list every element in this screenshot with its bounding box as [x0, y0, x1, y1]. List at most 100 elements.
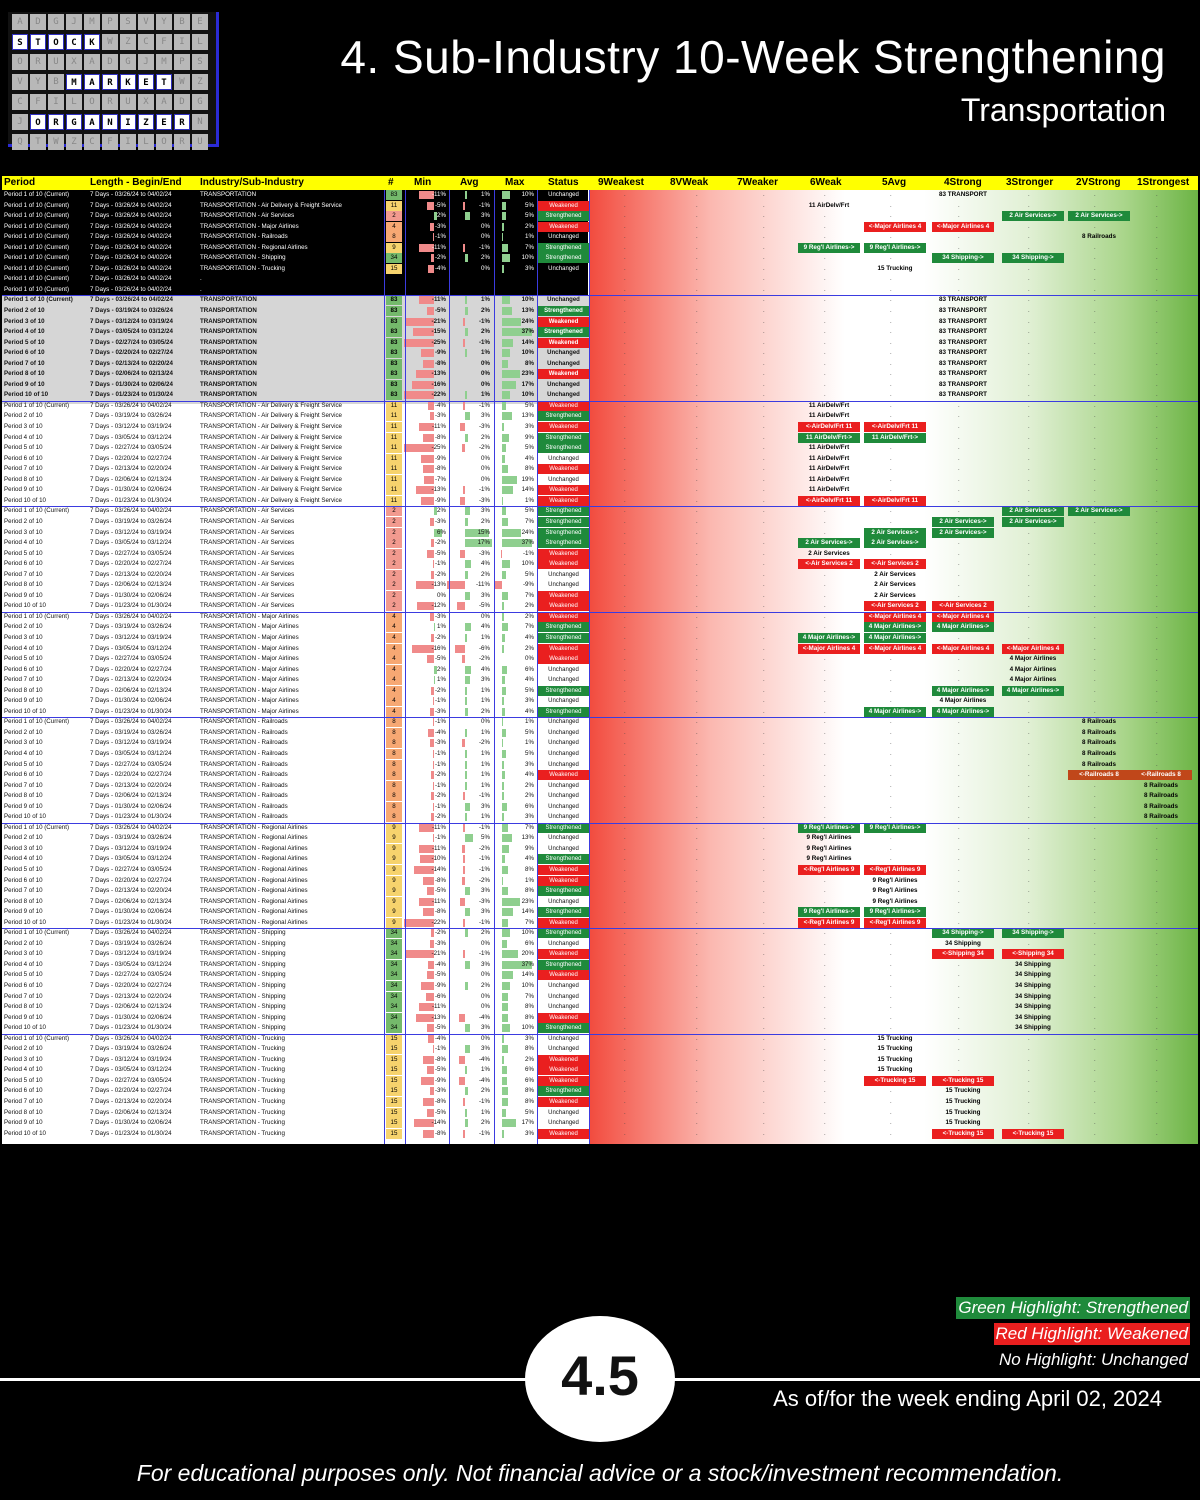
empty-level-dot: . [696, 571, 698, 578]
empty-level-dot: . [890, 845, 892, 852]
industry-cell: TRANSPORTATION [200, 349, 257, 357]
industry-cell: TRANSPORTATION [200, 296, 257, 304]
empty-level-dot: . [763, 845, 765, 852]
max-value: 6% [525, 1076, 534, 1084]
table-row: Period 8 of 10 7 Days - 02/06/24 to 02/13… [2, 369, 1198, 380]
status-cell: Weakened [538, 548, 589, 559]
empty-level-dot: . [958, 1014, 960, 1021]
min-value: -11% [432, 243, 446, 251]
empty-level-dot: . [763, 561, 765, 568]
empty-level-dot: . [763, 508, 765, 515]
empty-level-dot: . [696, 1130, 698, 1137]
empty-level-dot: . [1094, 424, 1096, 431]
empty-level-dot: . [624, 624, 626, 631]
empty-level-dot: . [624, 571, 626, 578]
level-label: 2 Air Services-> [1002, 211, 1064, 222]
empty-level-dot: . [1156, 308, 1158, 315]
min-bar [429, 739, 434, 748]
min-value: -1% [434, 749, 446, 757]
empty-level-dot: . [1156, 297, 1158, 304]
length-cell: 7 Days - 03/19/24 to 03/26/24 [90, 623, 172, 631]
empty-level-dot: . [958, 476, 960, 483]
max-bar [502, 1076, 507, 1085]
length-cell: 7 Days - 02/13/24 to 02/20/24 [90, 676, 172, 684]
length-cell: 7 Days - 01/30/24 to 02/06/24 [90, 486, 172, 494]
column-header: 3Stronger [1006, 177, 1054, 188]
logo-tile: O [48, 34, 64, 50]
level-label: <-Reg'l Airlines 9 [798, 917, 860, 928]
level-label: 83 TRANSPORT [939, 370, 987, 378]
empty-level-dot: . [624, 255, 626, 262]
max-value: 3% [525, 264, 534, 272]
empty-level-dot: . [958, 888, 960, 895]
length-cell: 7 Days - 02/13/24 to 02/20/24 [90, 570, 172, 578]
empty-level-dot: . [1028, 318, 1030, 325]
logo-tile: R [48, 114, 64, 130]
length-cell: 7 Days - 03/05/24 to 03/12/24 [90, 328, 173, 336]
footer-rule-right [673, 1378, 1200, 1381]
industry-cell: TRANSPORTATION - Railroads [200, 739, 288, 747]
max-bar [502, 992, 508, 1001]
logo-tile: E [192, 14, 208, 30]
empty-level-dot: . [1156, 487, 1158, 494]
avg-value: 2% [481, 707, 490, 715]
length-cell: 7 Days - 03/12/24 to 03/19/24 [90, 423, 172, 431]
length-cell: 7 Days - 03/12/24 to 03/19/24 [90, 633, 172, 641]
empty-level-dot: . [824, 603, 826, 610]
empty-level-dot: . [1156, 265, 1158, 272]
industry-cell: TRANSPORTATION - Air Delivery & Freight … [200, 486, 342, 494]
empty-level-dot: . [890, 803, 892, 810]
level-label: <-Railroads 8 [1068, 770, 1130, 781]
empty-level-dot: . [624, 1088, 626, 1095]
industry-cell: TRANSPORTATION - Trucking [200, 1034, 285, 1042]
empty-level-dot: . [824, 613, 826, 620]
empty-level-dot: . [1028, 867, 1030, 873]
status-cell: Weakened [538, 1065, 589, 1076]
avg-value: -2% [478, 739, 490, 747]
empty-level-dot: . [763, 540, 765, 547]
table-rows: Period 1 of 10 (Current) 7 Days - 03/26/2… [2, 190, 1198, 1139]
level-label: 9 Reg'l Airlines-> [864, 822, 926, 833]
empty-level-dot: . [763, 392, 765, 399]
status-cell: Unchanged [548, 719, 579, 726]
status-cell: Strengthened [538, 928, 589, 939]
period-cell: Period 7 of 10 [4, 676, 43, 684]
empty-level-dot: . [890, 213, 892, 220]
empty-level-dot: . [890, 740, 892, 747]
min-bar [418, 296, 434, 305]
empty-level-dot: . [1156, 286, 1158, 293]
length-cell: 7 Days - 02/06/24 to 02/13/24 [90, 581, 172, 589]
period-cell: Period 1 of 10 (Current) [4, 254, 69, 262]
count-cell: 34 [386, 1023, 402, 1034]
group-separator [2, 506, 1198, 507]
min-bar [427, 201, 434, 210]
level-label: 8 Railroads [1144, 802, 1178, 810]
column-header: 2VStrong [1076, 177, 1121, 188]
count-cell: 8 [386, 727, 402, 738]
logo-tile: C [138, 34, 154, 50]
period-cell: Period 3 of 10 [4, 528, 43, 536]
empty-level-dot: . [763, 223, 765, 230]
empty-level-dot: . [958, 972, 960, 979]
empty-level-dot: . [1094, 613, 1096, 620]
logo-tile: K [120, 74, 136, 90]
industry-cell: TRANSPORTATION [200, 338, 257, 346]
max-bar [502, 391, 510, 400]
period-cell: Period 8 of 10 [4, 792, 43, 800]
level-label: 4 Major Airlines [1009, 665, 1057, 673]
empty-level-dot: . [624, 582, 626, 589]
max-value: 5% [525, 201, 534, 209]
avg-value: 3% [481, 960, 490, 968]
empty-level-dot: . [1156, 1004, 1158, 1011]
table-row: Period 10 of 10 7 Days - 01/23/24 to 01/3… [2, 1128, 1198, 1140]
empty-level-dot: . [1028, 244, 1030, 251]
empty-level-dot: . [1156, 729, 1158, 736]
max-value: 3% [525, 1129, 534, 1137]
empty-level-dot: . [624, 645, 626, 652]
avg-value: 0% [481, 222, 490, 230]
avg-value: 3% [481, 591, 490, 599]
empty-level-dot: . [1156, 624, 1158, 631]
status-cell: Unchanged [548, 993, 579, 1000]
level-label: 9 Reg'l Airlines [806, 834, 852, 842]
avg-bar [465, 349, 467, 358]
